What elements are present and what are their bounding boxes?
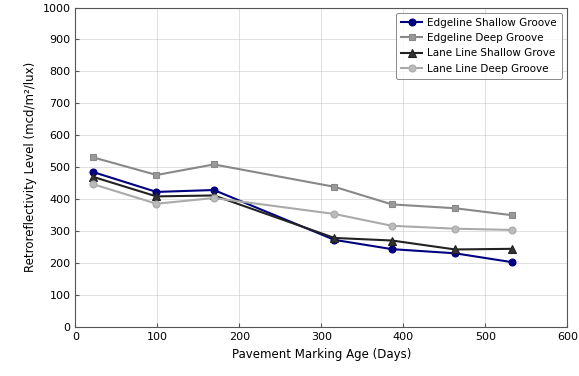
Lane Line Shallow Grove [452, 247, 459, 252]
Edgeline Deep Groove [331, 185, 338, 189]
Edgeline Shallow Groove [509, 260, 516, 264]
Lane Line Shallow Grove [210, 193, 217, 198]
X-axis label: Pavement Marking Age (Days): Pavement Marking Age (Days) [232, 347, 411, 361]
Edgeline Deep Groove [389, 202, 395, 207]
Edgeline Shallow Groove [389, 247, 395, 252]
Edgeline Shallow Groove [210, 188, 217, 192]
Y-axis label: Retroreflectivity Level (mcd/m²/lux): Retroreflectivity Level (mcd/m²/lux) [24, 62, 37, 273]
Lane Line Deep Groove [509, 228, 516, 232]
Lane Line Shallow Grove [389, 238, 395, 243]
Lane Line Deep Groove [90, 182, 97, 186]
Edgeline Shallow Groove [153, 190, 160, 194]
Line: Edgeline Deep Groove: Edgeline Deep Groove [90, 154, 516, 219]
Edgeline Deep Groove [153, 173, 160, 177]
Line: Edgeline Shallow Groove: Edgeline Shallow Groove [90, 169, 516, 266]
Edgeline Deep Groove [509, 213, 516, 217]
Edgeline Shallow Groove [331, 238, 338, 242]
Edgeline Deep Groove [452, 206, 459, 211]
Lane Line Deep Groove [153, 202, 160, 206]
Lane Line Deep Groove [210, 196, 217, 200]
Lane Line Deep Groove [452, 226, 459, 231]
Edgeline Deep Groove [90, 155, 97, 160]
Legend: Edgeline Shallow Groove, Edgeline Deep Groove, Lane Line Shallow Grove, Lane Lin: Edgeline Shallow Groove, Edgeline Deep G… [396, 13, 562, 79]
Line: Lane Line Shallow Grove: Lane Line Shallow Grove [89, 173, 516, 254]
Line: Lane Line Deep Groove: Lane Line Deep Groove [90, 181, 516, 233]
Edgeline Shallow Groove [90, 170, 97, 174]
Edgeline Shallow Groove [452, 251, 459, 256]
Lane Line Shallow Grove [509, 247, 516, 251]
Edgeline Deep Groove [210, 162, 217, 167]
Lane Line Shallow Grove [331, 236, 338, 240]
Lane Line Deep Groove [331, 212, 338, 216]
Lane Line Shallow Grove [153, 194, 160, 199]
Lane Line Shallow Grove [90, 174, 97, 179]
Lane Line Deep Groove [389, 224, 395, 228]
